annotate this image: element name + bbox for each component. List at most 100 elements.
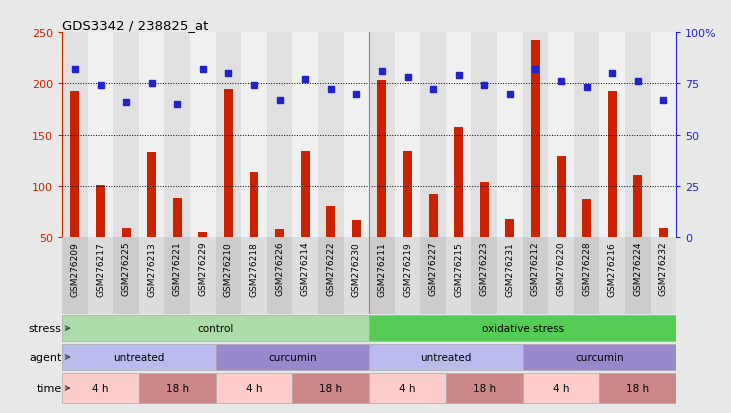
Text: GSM276231: GSM276231 xyxy=(505,241,515,296)
Bar xyxy=(659,228,668,237)
Bar xyxy=(198,232,208,237)
Bar xyxy=(267,33,292,237)
Bar xyxy=(121,228,131,237)
Text: GSM276211: GSM276211 xyxy=(377,241,387,296)
Text: 4 h: 4 h xyxy=(553,383,569,393)
Bar xyxy=(318,33,344,237)
Text: 18 h: 18 h xyxy=(473,383,496,393)
Bar xyxy=(582,199,591,237)
Bar xyxy=(318,237,344,314)
Bar xyxy=(607,91,617,237)
Bar xyxy=(395,33,420,237)
Bar xyxy=(344,237,369,314)
Bar xyxy=(113,237,139,314)
Bar xyxy=(369,373,446,403)
Bar xyxy=(292,373,369,403)
Text: GSM276220: GSM276220 xyxy=(556,241,566,296)
Bar xyxy=(548,33,574,237)
Bar xyxy=(326,207,336,237)
Bar xyxy=(62,316,369,342)
Bar xyxy=(190,237,216,314)
Bar xyxy=(139,33,164,237)
Bar xyxy=(96,185,105,237)
Bar xyxy=(241,237,267,314)
Bar xyxy=(139,373,216,403)
Bar xyxy=(574,237,599,314)
Text: GSM276219: GSM276219 xyxy=(403,241,412,296)
Text: GSM276222: GSM276222 xyxy=(326,241,336,296)
Bar xyxy=(164,33,190,237)
Bar xyxy=(625,237,651,314)
Bar xyxy=(497,237,523,314)
Bar xyxy=(369,316,676,342)
Bar xyxy=(224,90,233,237)
Text: GSM276218: GSM276218 xyxy=(249,241,259,296)
Bar xyxy=(88,33,113,237)
Bar xyxy=(523,237,548,314)
Text: GSM276227: GSM276227 xyxy=(428,241,438,296)
Bar xyxy=(292,237,318,314)
Bar xyxy=(446,237,471,314)
Bar xyxy=(471,237,497,314)
Bar xyxy=(249,173,259,237)
Bar xyxy=(369,33,395,237)
Text: GDS3342 / 238825_at: GDS3342 / 238825_at xyxy=(62,19,208,32)
Bar xyxy=(651,33,676,237)
Text: GSM276225: GSM276225 xyxy=(121,241,131,296)
Text: GSM276214: GSM276214 xyxy=(300,241,310,296)
Text: 18 h: 18 h xyxy=(319,383,342,393)
Bar xyxy=(352,220,361,237)
Bar xyxy=(216,344,369,370)
Bar xyxy=(147,152,156,237)
Bar xyxy=(292,33,318,237)
Bar xyxy=(403,152,412,237)
Text: 18 h: 18 h xyxy=(626,383,649,393)
Bar xyxy=(446,33,471,237)
Bar xyxy=(139,237,164,314)
Bar xyxy=(216,373,292,403)
Bar xyxy=(599,373,676,403)
Bar xyxy=(651,237,676,314)
Bar xyxy=(428,195,438,237)
Bar xyxy=(523,33,548,237)
Text: GSM276223: GSM276223 xyxy=(480,241,489,296)
Bar xyxy=(505,219,515,237)
Bar xyxy=(625,33,651,237)
Text: oxidative stress: oxidative stress xyxy=(482,323,564,333)
Bar xyxy=(216,33,241,237)
Bar xyxy=(377,81,387,237)
Text: untreated: untreated xyxy=(420,352,471,362)
Text: GSM276216: GSM276216 xyxy=(607,241,617,296)
Text: GSM276228: GSM276228 xyxy=(582,241,591,296)
Text: 18 h: 18 h xyxy=(166,383,189,393)
Bar xyxy=(62,33,88,237)
Bar xyxy=(300,152,310,237)
Bar xyxy=(420,33,446,237)
Text: curcumin: curcumin xyxy=(268,352,317,362)
Text: control: control xyxy=(197,323,234,333)
Bar xyxy=(267,237,292,314)
Text: GSM276221: GSM276221 xyxy=(173,241,182,296)
Bar xyxy=(556,157,566,237)
Text: GSM276212: GSM276212 xyxy=(531,241,540,296)
Bar xyxy=(497,33,523,237)
Bar xyxy=(369,344,523,370)
Bar xyxy=(113,33,139,237)
Bar xyxy=(70,91,80,237)
Bar xyxy=(62,373,139,403)
Text: curcumin: curcumin xyxy=(575,352,624,362)
Bar xyxy=(454,128,463,237)
Bar xyxy=(164,237,190,314)
Bar xyxy=(216,237,241,314)
Bar xyxy=(599,237,625,314)
Bar xyxy=(88,237,113,314)
Bar xyxy=(395,237,420,314)
Text: time: time xyxy=(37,383,61,393)
Text: GSM276224: GSM276224 xyxy=(633,241,643,296)
Text: stress: stress xyxy=(29,323,61,333)
Text: GSM276209: GSM276209 xyxy=(70,241,80,296)
Bar xyxy=(480,182,489,237)
Bar xyxy=(62,344,216,370)
Bar xyxy=(241,33,267,237)
Bar xyxy=(633,175,643,237)
